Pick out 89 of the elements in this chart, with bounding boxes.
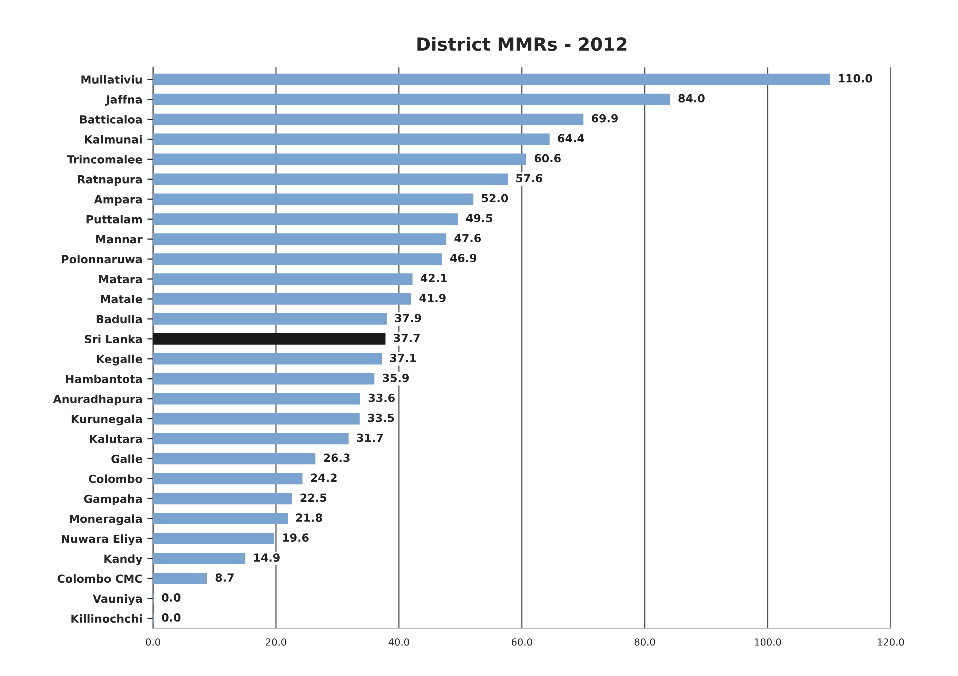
bar: [153, 174, 508, 186]
bar: [153, 373, 375, 385]
data-label: 69.9: [592, 114, 618, 123]
y-tick-label: Anuradhapura: [53, 394, 142, 406]
data-label: 52.0: [482, 194, 508, 203]
y-tick-label: Moneragala: [70, 514, 142, 526]
bar: [153, 353, 382, 365]
bar: [153, 433, 349, 445]
data-label: 42.1: [420, 274, 448, 282]
x-tick-label: 100.0: [755, 638, 782, 646]
y-tick-label: Batticaloa: [80, 115, 142, 124]
data-label: 19.6: [283, 534, 309, 542]
bar: [153, 254, 442, 265]
data-label: 21.8: [296, 514, 322, 522]
y-tick-label: Colombo: [89, 474, 142, 484]
bar: [153, 413, 360, 425]
bar: [153, 493, 292, 505]
y-tick-label: Matara: [100, 275, 142, 284]
x-tick-label: 0.0: [146, 638, 160, 646]
data-label: 57.6: [516, 174, 543, 183]
data-label: 64.4: [558, 134, 584, 143]
bar: [153, 573, 208, 584]
bar: [153, 513, 288, 525]
data-label: 37.1: [390, 354, 416, 362]
y-tick-label: Badulla: [96, 314, 142, 324]
bar: [153, 74, 830, 86]
y-tick-label: Hambantota: [66, 374, 142, 384]
bar: [153, 234, 447, 246]
bar: [153, 314, 387, 325]
data-label: 110.0: [839, 74, 872, 83]
data-label: 47.6: [454, 234, 482, 243]
data-label: 84.0: [678, 94, 705, 103]
y-tick-label: Nuwara Eliya: [62, 534, 142, 546]
data-label: 22.5: [300, 494, 327, 502]
x-tick-label: 120.0: [878, 638, 904, 646]
y-tick-label: Mullativiu: [82, 75, 142, 84]
data-label: 33.6: [368, 394, 395, 402]
bar: [153, 533, 274, 545]
x-tick-label: 20.0: [266, 638, 286, 646]
data-label: 35.9: [383, 374, 409, 382]
data-label: 0.0: [162, 614, 181, 622]
y-tick-label: Trincomalee: [67, 155, 142, 164]
y-tick-label: Ratnapura: [78, 176, 142, 186]
bar: [153, 473, 303, 485]
y-tick-label: Kegalle: [97, 354, 142, 366]
data-label: 60.6: [534, 154, 561, 163]
y-tick-label: Kandy: [104, 554, 143, 566]
y-tick-label: Sri Lanka: [85, 334, 142, 344]
x-tick-label: 80.0: [634, 638, 656, 646]
x-tick-label: 40.0: [388, 638, 410, 646]
data-label: 33.5: [368, 414, 394, 422]
y-tick-label: Ampara: [94, 196, 142, 206]
x-tick-label: 60.0: [512, 638, 532, 646]
data-label: 0.0: [162, 594, 181, 602]
bar: [153, 114, 584, 126]
data-label: 37.7: [394, 334, 420, 342]
y-tick-label: Kalmunai: [85, 135, 142, 144]
data-label: 37.9: [395, 314, 422, 322]
y-tick-label: Vauniya: [93, 594, 142, 606]
bar: [153, 553, 246, 564]
bar: [153, 94, 670, 106]
data-label: 46.9: [450, 254, 477, 263]
bar: [153, 453, 316, 465]
bar: [153, 274, 413, 285]
y-tick-label: Jaffna: [106, 95, 142, 106]
y-tick-label: Galle: [112, 454, 142, 464]
data-label: 31.7: [357, 434, 384, 442]
data-label: 49.5: [466, 214, 493, 223]
data-label: 8.7: [216, 574, 234, 582]
data-label: 14.9: [254, 554, 280, 562]
y-tick-label: Polonnaruwa: [62, 255, 142, 264]
bar: [153, 214, 458, 226]
y-tick-label: Puttalam: [86, 215, 142, 224]
y-tick-label: Kalutara: [90, 434, 142, 444]
data-label: 26.3: [324, 454, 350, 462]
chart-title: District MMRs - 2012: [418, 37, 627, 52]
bar: [153, 154, 526, 166]
bar: [153, 134, 550, 146]
y-tick-label: Kurunegala: [72, 414, 142, 426]
y-tick-label: Matale: [101, 295, 142, 304]
y-tick-label: Killinochchi: [72, 614, 142, 624]
bar: [153, 393, 361, 405]
bar: [153, 194, 474, 206]
y-tick-label: Gampaha: [84, 494, 142, 506]
data-label: 24.2: [311, 474, 337, 482]
y-tick-label: Mannar: [96, 235, 143, 244]
y-tick-label: Colombo CMC: [58, 574, 142, 584]
data-label: 41.9: [420, 294, 446, 302]
bar: [153, 294, 412, 305]
